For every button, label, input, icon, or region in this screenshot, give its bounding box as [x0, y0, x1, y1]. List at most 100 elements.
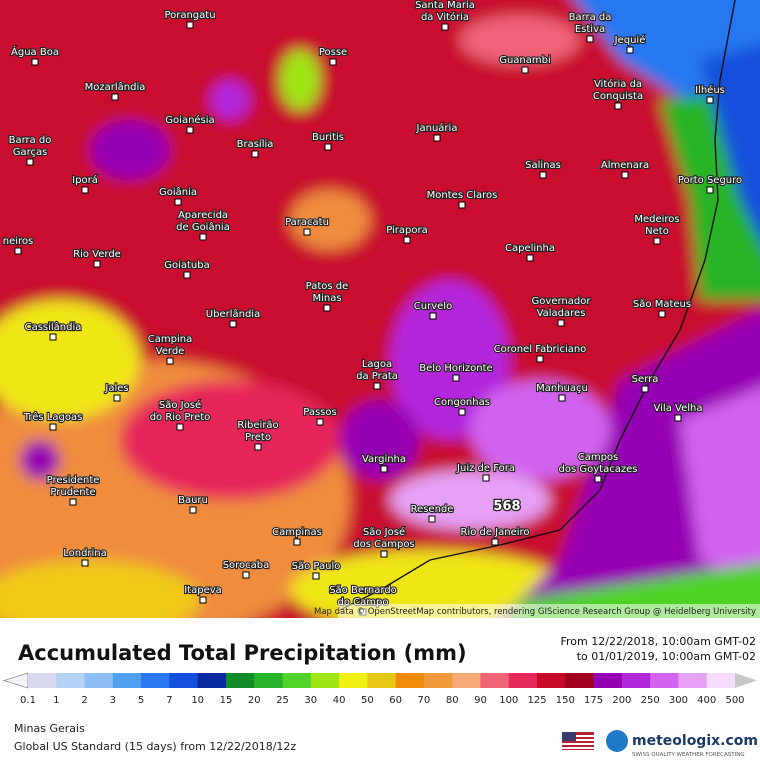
place-marker: [614, 102, 622, 110]
place-name: Posse: [319, 47, 347, 58]
tagline: SWISS QUALITY WEATHER FORECASTING: [632, 752, 745, 758]
place-name: Buritis: [312, 132, 344, 143]
colorbar-swatch: [225, 673, 255, 688]
place-marker: [111, 93, 119, 101]
place-name: Três Lagoas: [23, 411, 83, 423]
place-name: Coronel Fabriciano: [494, 344, 587, 355]
place-name: Montes Claros: [427, 190, 498, 201]
place-name: Salinas: [525, 160, 561, 171]
place-name: Presidente: [47, 475, 100, 486]
colorbar-label: 175: [584, 695, 603, 706]
place-name: São José: [159, 399, 201, 411]
colorbar-label: 25: [276, 695, 289, 706]
colorbar-label: 40: [333, 695, 346, 706]
colorbar-swatch: [537, 673, 566, 688]
place-name: Almenara: [601, 160, 649, 171]
place-name: Campina: [148, 334, 192, 345]
place-name: Lagoa: [362, 359, 392, 370]
place-name: Itapeva: [184, 585, 222, 596]
place-name: Porto Seguro: [678, 175, 742, 186]
place-marker: [452, 374, 460, 382]
place-name: Santa Maria: [415, 0, 475, 11]
place-marker: [373, 382, 381, 390]
colorbar-label: 15: [220, 695, 233, 706]
place-name: Cassilândia: [25, 321, 82, 333]
place-name: Governador: [532, 296, 592, 307]
colorbar-swatch: [254, 673, 284, 688]
place-name: Estiva: [575, 24, 605, 35]
title: Accumulated Total Precipitation (mm): [18, 641, 467, 665]
place-name: de Goiânia: [176, 221, 230, 233]
attribution: Map data © OpenStreetMap contributors, r…: [314, 607, 756, 617]
colorbar-label: 7: [166, 695, 172, 706]
colorbar-start: [2, 672, 29, 689]
place-name: Guanambi: [499, 55, 551, 66]
place-name: São Bernardo: [329, 585, 397, 596]
colorbar: 0.1 1 2 3 5 7 10 15 20 25 30 40 50 60 70 80 90 100 125 150 1…: [2, 672, 757, 706]
place-marker: [380, 550, 388, 558]
place-name: Serra: [632, 374, 659, 385]
place-marker: [706, 186, 714, 194]
colorbar-swatch: [310, 673, 340, 688]
place-marker: [183, 271, 191, 279]
place-name: do Rio Preto: [150, 412, 211, 423]
colorbar-label: 0.1: [20, 695, 36, 706]
place-marker: [251, 150, 259, 158]
colorbar-label: 5: [138, 695, 144, 706]
place-marker: [254, 443, 262, 451]
place-marker: [557, 319, 565, 327]
place-marker: [458, 408, 466, 416]
place-name: Passos: [303, 407, 336, 418]
place-marker: [49, 423, 57, 431]
place-name: Uberlândia: [206, 308, 260, 320]
place-name: Vitória da: [594, 78, 642, 90]
place-marker: [626, 46, 634, 54]
place-marker: [186, 21, 194, 29]
place-name: Varginha: [362, 454, 406, 465]
attribution-bg: [338, 604, 760, 618]
colorbar-end: [735, 673, 757, 688]
place-marker: [199, 596, 207, 604]
colorbar-label: 125: [527, 695, 546, 706]
precip-field: [0, 0, 760, 618]
place-name: Preto: [245, 432, 271, 443]
colorbar-label: 400: [697, 695, 716, 706]
colorbar-swatch: [423, 673, 453, 688]
place-marker: [199, 233, 207, 241]
colorbar-label: 80: [446, 695, 459, 706]
place-marker: [113, 394, 121, 402]
place-name: Valadares: [537, 308, 586, 319]
place-name: Resende: [411, 504, 454, 515]
place-marker: [521, 66, 529, 74]
place-marker: [403, 236, 411, 244]
place-name: Sorocaba: [223, 560, 270, 571]
colorbar-label: 150: [556, 695, 575, 706]
colorbar-label: 200: [612, 695, 631, 706]
colorbar-swatch: [452, 673, 481, 688]
place-marker: [31, 58, 39, 66]
colorbar-swatch: [508, 673, 538, 688]
colorbar-label: 30: [304, 695, 317, 706]
place-marker: [641, 385, 649, 393]
colorbar-label: 250: [641, 695, 660, 706]
place-name: Campinas: [272, 527, 322, 538]
place-marker: [526, 254, 534, 262]
colorbar-label: 3: [110, 695, 116, 706]
place-name: Ilhéus: [695, 84, 725, 96]
place-marker: [176, 423, 184, 431]
colorbar-swatch: [706, 673, 736, 688]
place-marker: [189, 506, 197, 514]
place-marker: [316, 418, 324, 426]
place-name: Congonhas: [434, 397, 490, 408]
colorbar-swatch: [565, 673, 595, 688]
place-name: Paracatu: [285, 217, 329, 228]
colorbar-swatch: [197, 673, 227, 688]
colorbar-swatch: [112, 673, 142, 688]
model: Global US Standard (15 days) from 12/22/…: [14, 740, 296, 753]
place-marker: [312, 572, 320, 580]
colorbar-swatch: [339, 673, 368, 688]
colorbar-label: 10: [191, 695, 204, 706]
place-name: dos Campos: [353, 539, 414, 550]
